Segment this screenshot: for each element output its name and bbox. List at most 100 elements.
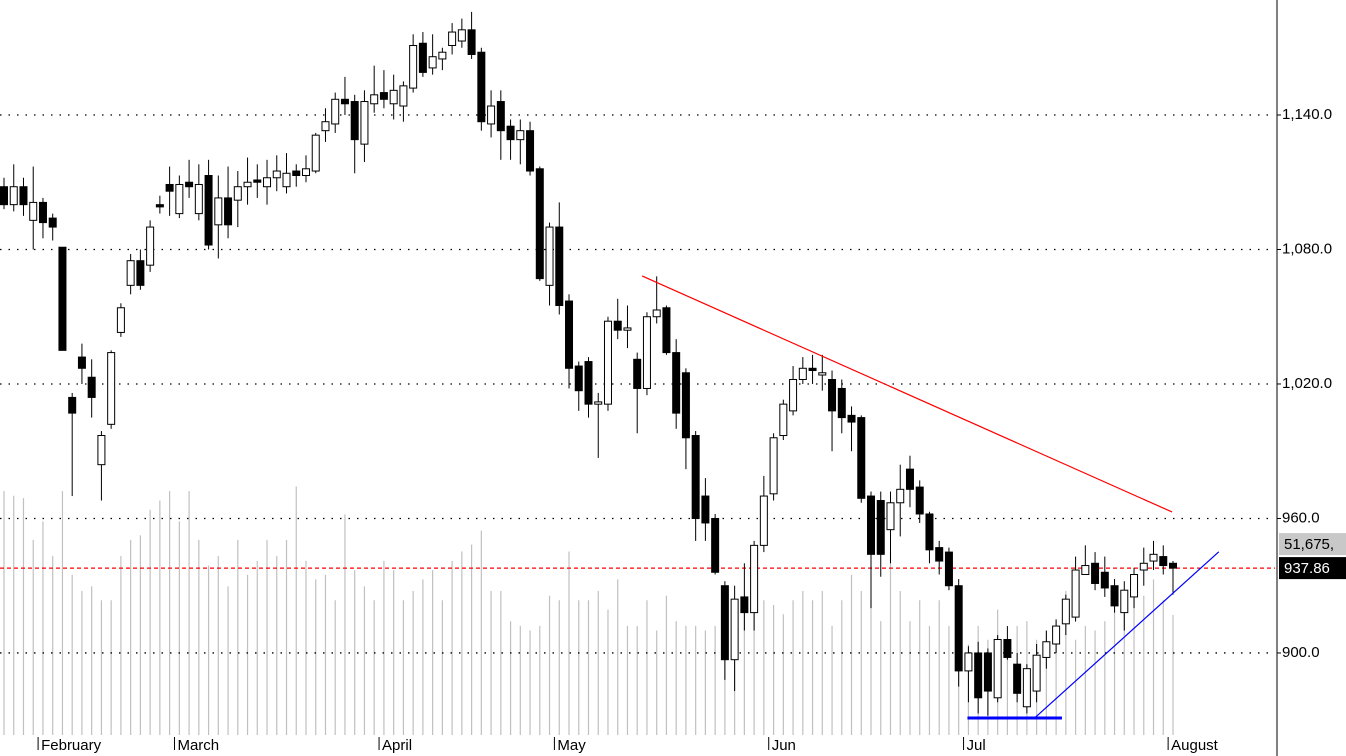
- candle-body: [545, 226, 554, 286]
- candle-body: [983, 652, 992, 692]
- candle-body: [584, 361, 593, 405]
- candle-body: [1139, 562, 1148, 571]
- volume-label: 51,675,: [1284, 536, 1334, 553]
- trendline: [641, 275, 1173, 513]
- candle-body: [428, 56, 437, 69]
- candle-body: [1052, 625, 1061, 645]
- candle-body: [808, 367, 817, 372]
- y-tick-label: 1,140.0: [1282, 106, 1332, 123]
- candle-body: [944, 551, 953, 587]
- candle-body: [1149, 553, 1158, 562]
- candle-body: [769, 437, 778, 495]
- candle-body: [126, 260, 135, 286]
- candle-body: [662, 307, 671, 354]
- candle-body: [1061, 598, 1070, 625]
- candle-body: [370, 94, 379, 105]
- candle-body: [1003, 639, 1012, 658]
- candle-body: [886, 502, 895, 531]
- candle-body: [535, 168, 544, 280]
- x-tick-label: February: [41, 737, 102, 754]
- candle-body: [1071, 569, 1080, 618]
- candle-body: [1120, 589, 1129, 614]
- candle-body: [1081, 565, 1090, 576]
- candle-body: [38, 201, 47, 224]
- candle-body: [837, 387, 846, 419]
- candle-body: [467, 29, 476, 55]
- candle-body: [847, 414, 856, 423]
- candle-body: [730, 598, 739, 661]
- candle-body: [1091, 562, 1100, 584]
- candle-body: [672, 352, 681, 414]
- price-label: 937.86: [1284, 560, 1330, 577]
- candle-body: [1169, 562, 1177, 569]
- candle-body: [896, 488, 905, 504]
- candle-body: [876, 500, 885, 555]
- candle-body: [350, 101, 359, 141]
- candle-body: [954, 585, 963, 672]
- candle-body: [701, 495, 710, 524]
- candle-body: [331, 98, 340, 125]
- y-tick-label: 900.0: [1282, 644, 1320, 661]
- trendline: [1034, 551, 1220, 719]
- candle-body: [652, 309, 661, 318]
- candle-body: [214, 197, 223, 226]
- candle-body: [1100, 571, 1109, 589]
- candle-body: [224, 197, 233, 226]
- candle-body: [691, 435, 700, 519]
- candle-body: [282, 172, 291, 188]
- candle-body: [750, 544, 759, 614]
- y-tick-label: 960.0: [1282, 509, 1320, 526]
- candle-body: [253, 179, 262, 183]
- candle-body: [594, 401, 603, 405]
- volume-label-box: [1279, 533, 1346, 556]
- candle-body: [321, 121, 330, 132]
- candle-body: [360, 101, 369, 145]
- x-tick-label: Jun: [772, 737, 796, 754]
- candle-body: [905, 468, 914, 490]
- candle-body: [399, 85, 408, 107]
- candle-body: [107, 352, 116, 425]
- candle-body: [272, 170, 281, 179]
- candle-body: [155, 204, 164, 208]
- candle-body: [633, 358, 642, 389]
- x-tick-label: April: [382, 737, 412, 754]
- x-tick-label: March: [177, 737, 219, 754]
- candle-body: [1159, 556, 1168, 567]
- candle-body: [97, 435, 106, 466]
- candle-body: [457, 29, 466, 42]
- candle-body: [68, 396, 77, 414]
- candle-body: [487, 105, 496, 125]
- y-tick-label: 1,080.0: [1282, 240, 1332, 257]
- candle-body: [613, 320, 622, 331]
- candle-body: [292, 170, 301, 177]
- candle-body: [77, 356, 86, 369]
- candle-body: [798, 367, 807, 380]
- candle-body: [623, 327, 632, 331]
- candle-body: [243, 181, 252, 188]
- candle-body: [915, 486, 924, 515]
- candle-body: [818, 372, 827, 376]
- candle-body: [477, 51, 486, 123]
- candle-body: [29, 201, 38, 221]
- candle-body: [964, 652, 973, 672]
- candle-body: [974, 652, 983, 699]
- candle-body: [165, 183, 174, 192]
- candle-body: [175, 183, 184, 215]
- candle-body: [136, 260, 145, 286]
- candle-body: [935, 547, 944, 562]
- candle-body: [574, 365, 583, 392]
- candle-body: [828, 378, 837, 412]
- candle-body: [516, 130, 525, 141]
- candle-body: [233, 186, 242, 201]
- candle-body: [1032, 654, 1041, 692]
- candle-body: [379, 92, 388, 100]
- candle-body: [857, 417, 866, 499]
- candle-body: [506, 125, 515, 141]
- candle-body: [720, 585, 729, 661]
- candle-body: [301, 168, 310, 177]
- candle-body: [496, 101, 505, 132]
- candle-body: [740, 596, 749, 614]
- candle-body: [925, 513, 934, 551]
- candle-body: [19, 186, 28, 206]
